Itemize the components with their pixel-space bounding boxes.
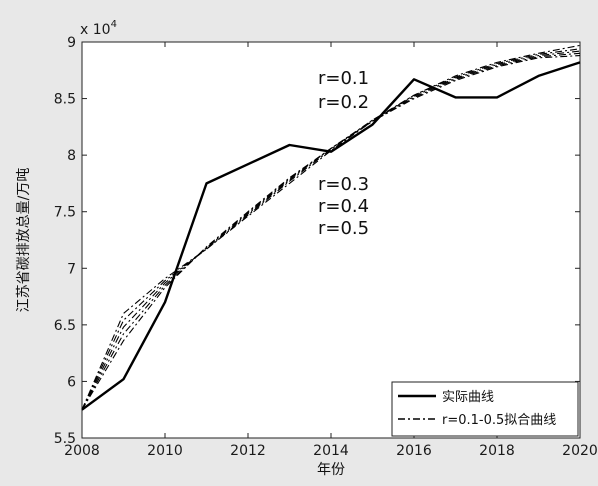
x-tick-label: 2018 [479,443,515,459]
x-tick-label: 2008 [64,443,100,459]
y-tick-label: 7 [67,261,76,277]
legend: 实际曲线 r=0.1-0.5拟合曲线 [391,381,579,437]
y-tick-label: 8 [67,148,76,164]
annotation-r02: r=0.2 [318,92,369,113]
plot-area [81,41,581,439]
y-tick-label: 5.5 [54,431,76,447]
x-tick-label: 2010 [147,443,183,459]
y-tick-label: 6.5 [54,318,76,334]
y-axis-label: 江苏省碳排放总量/万吨 [16,168,32,313]
y-tick-label: 6 [67,374,76,390]
x-tick-label: 2014 [313,443,349,459]
series-line-fitted-5 [81,55,581,410]
annotation-r03: r=0.3 [318,174,369,195]
x-axis-label: 年份 [317,462,345,478]
x-tick-label: 2020 [562,443,598,459]
legend-label-fitted: r=0.1-0.5拟合曲线 [442,413,556,428]
series-line-fitted-2 [81,48,581,410]
y-tick-label: 7.5 [54,205,76,221]
annotation-r04: r=0.4 [318,196,369,217]
series-line-fitted-1 [81,44,581,410]
annotation-r05: r=0.5 [318,218,369,239]
y-tick-label: 8.5 [54,92,76,108]
series-line-actual [81,61,581,411]
x-tick-label: 2016 [396,443,432,459]
x-tick-label: 2012 [230,443,266,459]
annotation-r01: r=0.1 [318,68,369,89]
legend-box [391,381,579,437]
y-axis-multiplier: x 104 [80,19,117,38]
legend-label-actual: 实际曲线 [442,390,494,405]
y-tick-label: 9 [67,35,76,51]
